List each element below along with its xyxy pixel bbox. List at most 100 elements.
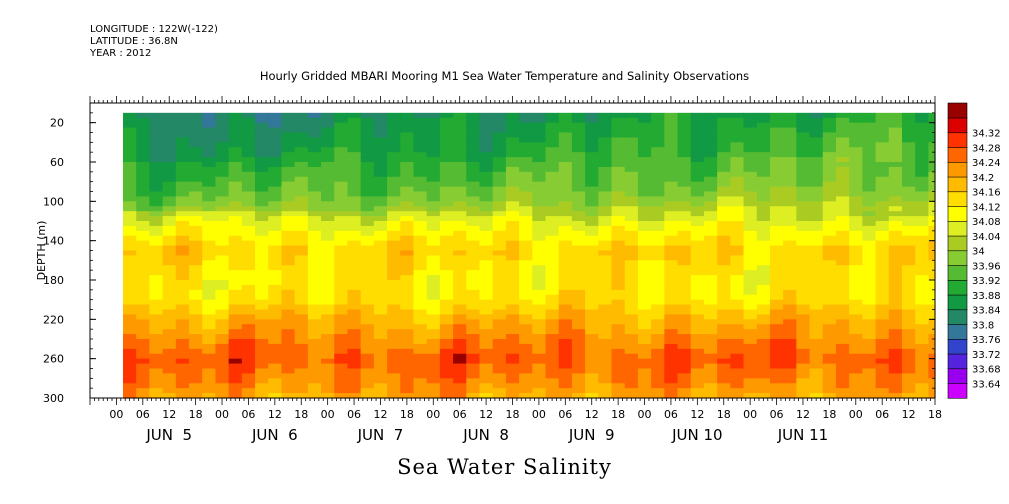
heatmap-cell [730,339,745,345]
heatmap-cell [426,235,441,242]
heatmap-cell [875,162,890,168]
heatmap-cell [558,176,573,183]
heatmap-cell [703,280,718,286]
heatmap-cell [294,176,309,183]
heatmap-cell [241,255,256,261]
heatmap-cell [492,304,507,311]
heatmap-cell [822,363,837,370]
heatmap-cell [215,162,230,168]
heatmap-cell [690,112,705,119]
heatmap-cell [439,230,454,237]
heatmap-cell [651,216,665,222]
heatmap-cell [492,166,507,173]
heatmap-cell [413,171,428,178]
heatmap-cell [123,275,137,281]
heatmap-cell [255,171,269,178]
heatmap-cell [545,142,560,148]
heatmap-cell [387,122,401,129]
heatmap-cell [664,216,679,222]
heatmap-cell [651,329,665,335]
heatmap-cell [123,255,137,261]
heatmap-cell [822,117,837,124]
heatmap-cell [189,171,203,178]
heatmap-cell [809,122,824,129]
heatmap-cell [915,348,929,355]
heatmap-cell [453,329,467,335]
heatmap-cell [717,211,731,217]
heatmap-cell [360,270,375,276]
heatmap-cell [849,225,863,232]
heatmap-cell [136,211,151,217]
heatmap-cell [492,289,507,296]
y-tick-label: 260 [43,353,64,366]
heatmap-cell [215,329,230,335]
heatmap-cell [294,166,309,173]
heatmap-cell [519,393,533,399]
heatmap-cell [835,230,850,237]
heatmap-cell [796,339,811,345]
heatmap-cell [664,127,679,134]
heatmap-cell [215,284,230,291]
heatmap-cell [532,309,547,316]
heatmap-cell [123,299,137,306]
heatmap-cell [268,132,283,139]
heatmap-cell [783,122,797,129]
heatmap-cell [426,294,441,301]
heatmap-cell [334,383,349,389]
heatmap-cell [651,225,665,232]
heatmap-cell [400,378,415,384]
heatmap-cell [743,201,758,207]
heatmap-cell [215,324,230,330]
heatmap-cell [413,339,428,345]
heatmap-cell [849,304,863,311]
heatmap-cell [598,284,613,291]
heatmap-cell [875,329,890,335]
heatmap-cell [783,206,797,212]
heatmap-cell [426,358,441,365]
heatmap-cell [268,265,283,271]
heatmap-cell [347,176,362,183]
heatmap-cell [426,181,441,188]
heatmap-cell [598,225,613,232]
heatmap-cell [849,265,863,271]
heatmap-cell [294,181,309,188]
heatmap-cell [307,230,322,237]
heatmap-cell [756,166,771,173]
heatmap-cell [439,289,454,296]
heatmap-cell [479,112,494,119]
heatmap-cell [453,275,467,281]
heatmap-cell [664,147,679,153]
heatmap-cell [743,363,758,370]
heatmap-cell [360,171,375,178]
heatmap-cell [149,358,164,365]
heatmap-cell [796,230,811,237]
heatmap-cell [373,112,388,119]
heatmap-cell [822,299,837,306]
heatmap-cell [228,319,243,325]
heatmap-cell [901,309,916,316]
heatmap-cell [822,353,837,360]
heatmap-cell [756,142,771,148]
heatmap-cell [136,388,151,394]
heatmap-cell [769,353,784,360]
heatmap-cell [743,225,758,232]
heatmap-cell [492,186,507,193]
heatmap-cell [400,171,415,178]
heatmap-cell [611,127,626,134]
heatmap-cell [241,147,256,153]
heatmap-cell [439,117,454,124]
heatmap-cell [307,240,322,247]
heatmap-cell [281,157,296,163]
heatmap-cell [730,142,745,148]
heatmap-cell [862,176,877,183]
heatmap-cell [281,166,296,173]
heatmap-cell [215,294,230,301]
heatmap-cell [545,343,560,350]
heatmap-cell [835,162,850,168]
heatmap-cell [611,368,626,375]
heatmap-cell [321,309,335,316]
heatmap-cell [294,348,309,355]
heatmap-cell [321,275,335,281]
heatmap-cell [598,186,613,193]
heatmap-cell [241,206,256,212]
